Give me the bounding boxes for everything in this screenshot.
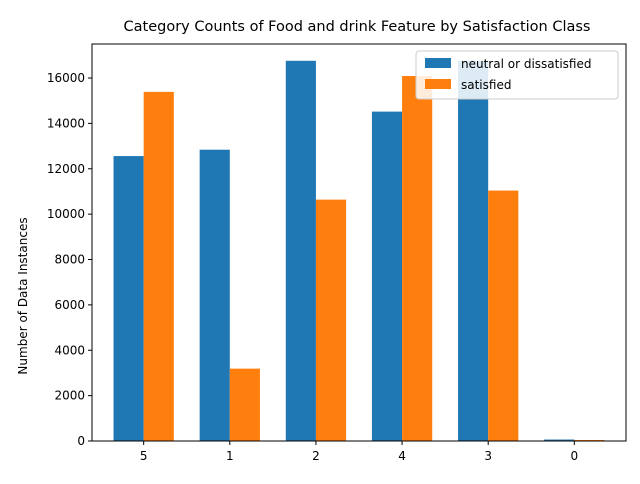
x-tick-label: 2 bbox=[312, 449, 320, 463]
bar-neutral-or-dissatisfied bbox=[544, 439, 575, 441]
x-axis: 5 1 2 4 3 0 bbox=[140, 441, 578, 463]
y-tick-label: 10000 bbox=[47, 207, 85, 221]
bar-satisfied bbox=[143, 91, 174, 442]
bar-satisfied bbox=[229, 368, 260, 441]
y-tick-label: 2000 bbox=[54, 389, 85, 403]
y-tick-label: 12000 bbox=[47, 162, 85, 176]
legend-swatch bbox=[425, 79, 451, 89]
legend-label: satisfied bbox=[461, 78, 511, 92]
x-tick-label: 1 bbox=[226, 449, 234, 463]
bar-satisfied bbox=[402, 75, 433, 442]
y-axis-label: Number of Data Instances bbox=[16, 217, 30, 374]
x-tick-label: 3 bbox=[484, 449, 492, 463]
y-tick-label: 6000 bbox=[54, 298, 85, 312]
legend-swatch bbox=[425, 58, 451, 68]
legend-box bbox=[415, 50, 619, 100]
axes-frame bbox=[91, 43, 627, 442]
bar-satisfied bbox=[315, 199, 347, 441]
x-tick-label: 5 bbox=[140, 449, 148, 463]
y-tick-label: 8000 bbox=[54, 253, 85, 267]
legend-label: neutral or dissatisfied bbox=[461, 57, 591, 71]
bar-neutral-or-dissatisfied bbox=[285, 60, 316, 442]
bar-neutral-or-dissatisfied bbox=[458, 60, 489, 442]
legend: neutral or dissatisfied satisfied bbox=[415, 50, 619, 100]
y-tick-label: 14000 bbox=[47, 116, 85, 130]
bar-neutral-or-dissatisfied bbox=[371, 111, 403, 442]
bar-satisfied bbox=[574, 439, 605, 441]
bar-neutral-or-dissatisfied bbox=[199, 149, 230, 441]
bar-satisfied bbox=[488, 190, 519, 441]
y-tick-label: 16000 bbox=[47, 71, 85, 85]
y-tick-label: 0 bbox=[77, 434, 85, 448]
x-tick-label: 0 bbox=[571, 449, 579, 463]
y-axis: 0 2000 4000 6000 8000 10000 12000 14000 16000 bbox=[47, 71, 92, 448]
bar-neutral-or-dissatisfied bbox=[113, 156, 144, 441]
x-tick-label: 4 bbox=[398, 449, 406, 463]
y-tick-label: 4000 bbox=[54, 343, 85, 357]
chart-title: Category Counts of Food and drink Featur… bbox=[124, 19, 591, 35]
bars bbox=[113, 60, 605, 442]
